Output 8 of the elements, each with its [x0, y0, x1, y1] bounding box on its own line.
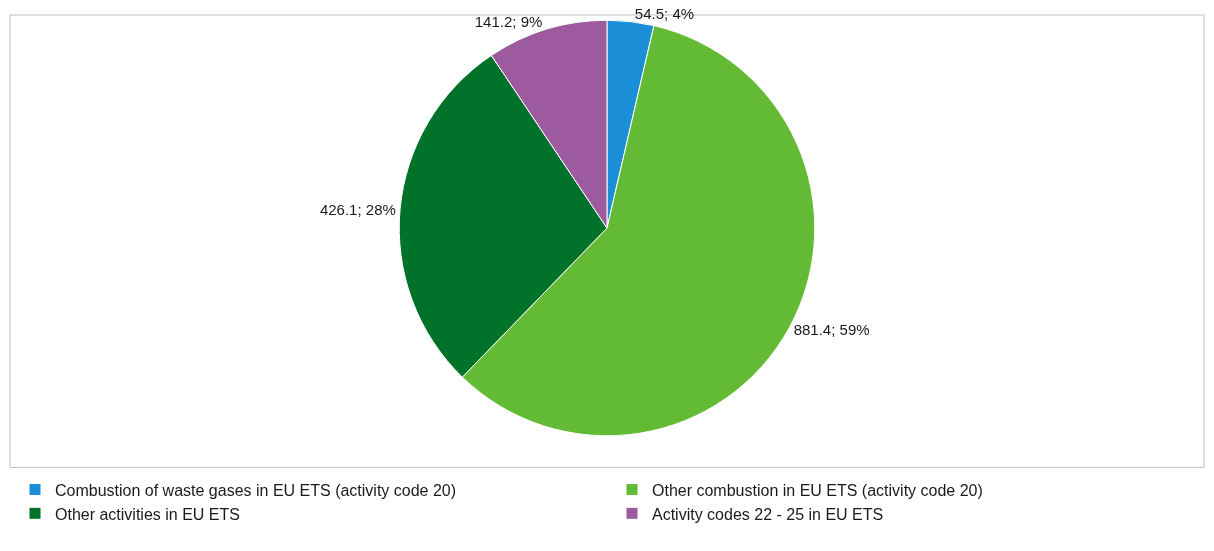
legend-label: Other combustion in EU ETS (activity code 20) [652, 481, 983, 499]
data-label: 426.1; 28% [319, 200, 396, 218]
legend-label: Activity codes 22 - 25 in EU ETS [652, 505, 884, 523]
legend-label: Combustion of waste gases in EU ETS (activity code 20) [55, 481, 457, 499]
data-label: 54.5; 4% [634, 4, 695, 22]
legend-label: Other activities in EU ETS [55, 505, 240, 523]
data-label: 141.2; 9% [474, 12, 543, 30]
data-label: 881.4; 59% [793, 320, 870, 338]
